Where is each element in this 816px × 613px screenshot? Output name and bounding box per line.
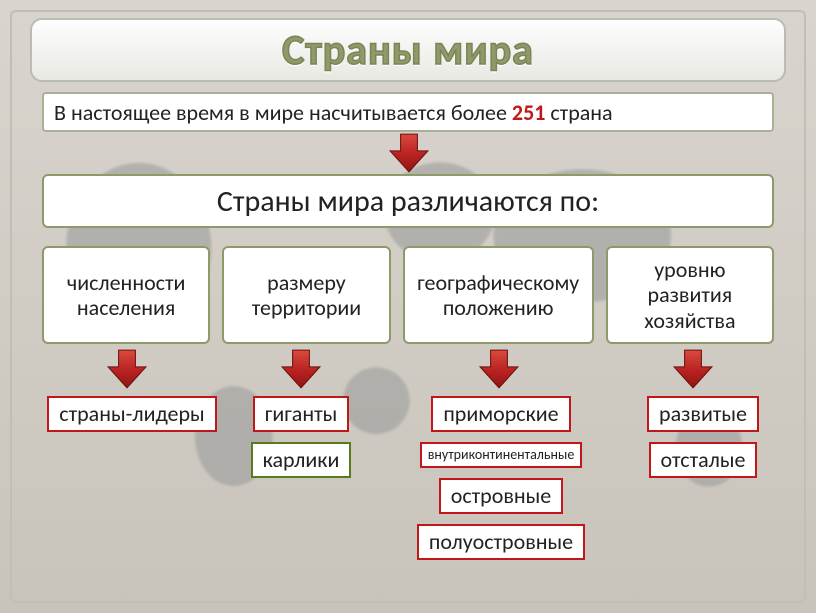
- category-geography: географическому положению: [403, 246, 594, 344]
- info-prefix: В настоящее время в мире насчитывается б…: [54, 99, 507, 126]
- subcol-economy: развитые отсталые: [628, 396, 778, 478]
- category-row: численности населения размеру территории…: [42, 246, 774, 344]
- arrow-icon: [280, 348, 322, 390]
- sub-developed: развитые: [647, 396, 759, 432]
- arrow-icon: [672, 348, 714, 390]
- category-population: численности населения: [42, 246, 210, 344]
- category-economy: уровню развития хозяйства: [606, 246, 774, 344]
- sub-underdeveloped: отсталые: [649, 442, 758, 478]
- info-count: 251: [512, 99, 545, 126]
- sub-coastal: приморские: [431, 396, 570, 432]
- sub-giants: гиганты: [253, 396, 350, 432]
- info-box: В настоящее время в мире насчитывается б…: [42, 92, 774, 132]
- sub-peninsular: полуостровные: [417, 524, 585, 560]
- category-territory: размеру территории: [222, 246, 390, 344]
- arrow-icon: [388, 132, 430, 174]
- sub-leaders: страны-лидеры: [47, 396, 216, 432]
- sub-dwarfs: карлики: [251, 442, 352, 478]
- sub-landlocked: внутриконтинентальные: [420, 442, 583, 467]
- subtitle-box: Страны мира различаются по:: [42, 174, 774, 228]
- title-box: Страны мира: [30, 18, 786, 82]
- subcol-territory: гиганты карлики: [226, 396, 376, 478]
- subcol-population: страны-лидеры: [52, 396, 212, 432]
- info-suffix: страна: [550, 99, 612, 126]
- subtitle-text: Страны мира различаются по:: [217, 183, 599, 220]
- sub-island: островные: [439, 478, 563, 514]
- page-title: Страны мира: [282, 25, 534, 76]
- arrow-icon: [106, 348, 148, 390]
- arrow-icon: [478, 348, 520, 390]
- subcol-geography: приморские внутриконтинентальные островн…: [396, 396, 606, 560]
